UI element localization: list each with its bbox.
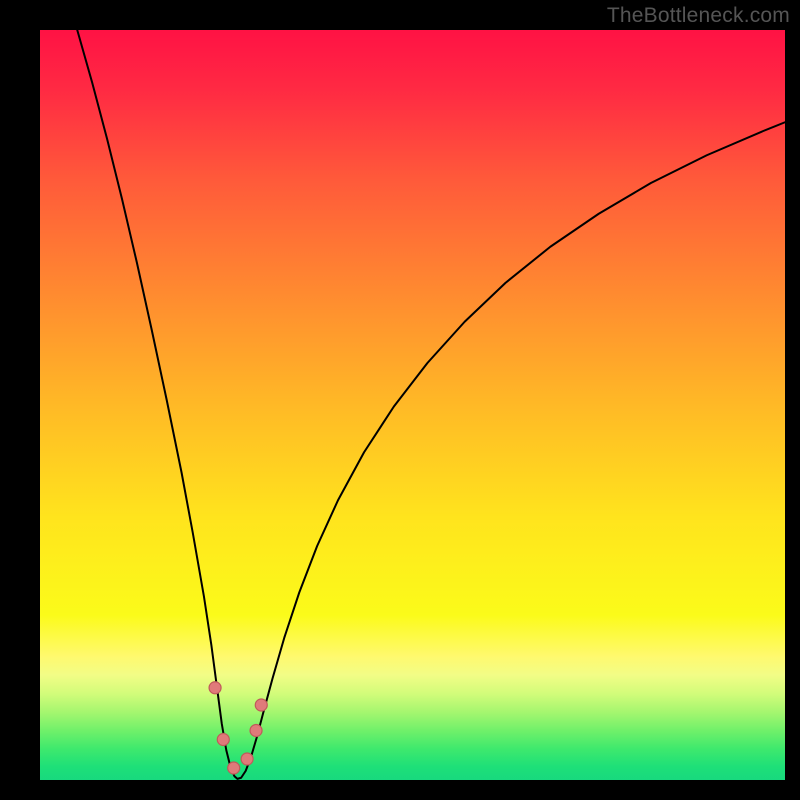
marker-dot [217, 734, 229, 746]
marker-dot [241, 753, 253, 765]
marker-dot [250, 725, 262, 737]
marker-dot [255, 699, 267, 711]
marker-dot [228, 762, 240, 774]
chart-container: TheBottleneck.com [0, 0, 800, 800]
attribution-label: TheBottleneck.com [607, 4, 790, 28]
plot-background [40, 30, 785, 780]
chart-svg [0, 0, 800, 800]
marker-dot [209, 682, 221, 694]
